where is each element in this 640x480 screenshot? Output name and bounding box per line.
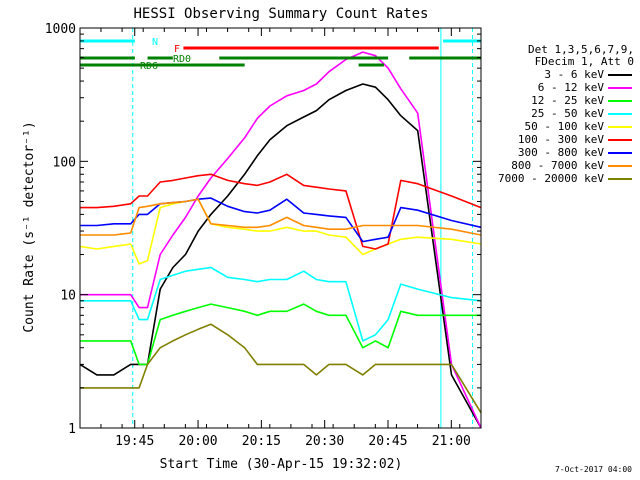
x-tick-label: 21:00 — [432, 434, 471, 449]
legend-item-label: 800 - 7000 keV — [511, 159, 604, 172]
legend-item-swatch — [608, 100, 632, 102]
datestamp: 7-Oct-2017 04:00 — [554, 465, 632, 474]
legend-item-label: 12 - 25 keV — [531, 94, 604, 107]
legend-item-swatch — [608, 178, 632, 180]
x-tick-label: 19:45 — [115, 434, 154, 449]
y-axis-label: Count Rate (s⁻¹ detector⁻¹) — [22, 121, 37, 332]
legend-item-label: 6 - 12 keV — [537, 81, 604, 94]
series-line-7000-20000-kev-kev — [80, 323, 482, 414]
x-tick-label: 20:45 — [368, 434, 407, 449]
legend-item-label: 50 - 100 keV — [524, 120, 604, 133]
series-line-25-50-kev-kev — [80, 266, 482, 342]
legend-item-label: 3 - 6 keV — [544, 68, 604, 81]
legend-item-swatch — [608, 165, 632, 167]
legend-item: 25 - 50 keV — [482, 107, 634, 120]
series-line-800-7000-kev-kev — [80, 198, 482, 236]
chart-title: HESSI Observing Summary Count Rates — [133, 6, 428, 22]
legend-item: 50 - 100 keV — [482, 120, 634, 133]
legend-item-label: 300 - 800 keV — [517, 146, 604, 159]
legend-item: 12 - 25 keV — [482, 94, 634, 107]
legend-item-label: 25 - 50 keV — [531, 107, 604, 120]
legend-series-list: 3 - 6 keV 6 - 12 keV 12 - 25 keV 25 - 50 ke… — [482, 68, 634, 185]
flag-label-rd6: RD6 — [140, 61, 158, 72]
x-tick-label: 20:30 — [305, 434, 344, 449]
y-tick-label: 1000 — [45, 22, 76, 37]
legend-item-label: 100 - 300 keV — [517, 133, 604, 146]
x-axis-label: Start Time (30-Apr-15 19:32:02) — [160, 457, 403, 472]
y-tick-label: 1 — [68, 422, 76, 437]
plot-frame — [79, 27, 482, 429]
legend-detector-header: Det 1,3,5,6,7,9, — [528, 43, 634, 56]
legend-item-swatch — [608, 139, 632, 141]
legend-item: 6 - 12 keV — [482, 81, 634, 94]
legend-item-swatch — [608, 126, 632, 128]
series-line-12-25-kev-kev — [80, 303, 481, 366]
legend-item: 300 - 800 keV — [482, 146, 634, 159]
flag-label-n: N — [152, 37, 158, 48]
flag-label-f: F — [174, 44, 180, 55]
y-tick-label: 10 — [60, 289, 76, 304]
series-line-100-300-kev-kev — [80, 173, 482, 250]
legend-item: 7000 - 20000 keV — [482, 172, 634, 185]
chart-legend: Det 1,3,5,6,7,9, FDecim 1, Att 0 3 - 6 k… — [482, 43, 634, 186]
legend-item-swatch — [608, 74, 632, 76]
x-tick-label: 20:15 — [242, 434, 281, 449]
legend-decimation-header: FDecim 1, Att 0 — [534, 55, 634, 68]
legend-item: 100 - 300 keV — [482, 133, 634, 146]
series-line-300-800-kev-kev — [80, 197, 482, 243]
flag-label-rd0: RD0 — [173, 54, 191, 65]
legend-item-swatch — [608, 152, 632, 154]
series-line-50-100-kev-kev — [79, 198, 482, 265]
series-line-6-12-kev-kev — [80, 51, 482, 429]
legend-item: 800 - 7000 keV — [482, 159, 634, 172]
x-tick-label: 20:00 — [178, 434, 217, 449]
legend-item-swatch — [608, 113, 632, 115]
legend-item: 3 - 6 keV — [482, 68, 634, 81]
legend-item-label: 7000 - 20000 keV — [498, 172, 604, 185]
y-tick-label: 100 — [53, 155, 76, 170]
legend-item-swatch — [608, 87, 632, 89]
